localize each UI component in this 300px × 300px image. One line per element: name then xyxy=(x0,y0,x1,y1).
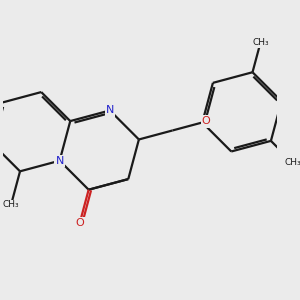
Text: O: O xyxy=(75,218,84,228)
Text: N: N xyxy=(56,156,64,166)
Text: N: N xyxy=(106,106,114,116)
Text: CH₃: CH₃ xyxy=(252,38,269,47)
Text: CH₃: CH₃ xyxy=(284,158,300,167)
Text: O: O xyxy=(202,116,211,126)
Text: CH₃: CH₃ xyxy=(3,200,19,209)
